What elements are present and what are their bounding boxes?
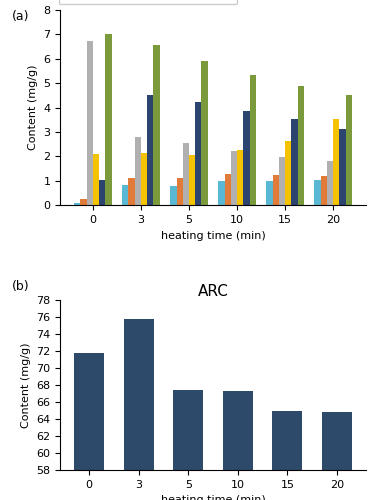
Bar xyxy=(273,176,279,206)
Bar xyxy=(327,161,333,206)
Bar xyxy=(141,153,147,206)
Bar xyxy=(223,391,253,500)
Bar xyxy=(201,62,208,206)
Bar xyxy=(170,186,176,206)
Bar xyxy=(297,86,304,206)
X-axis label: heating time (min): heating time (min) xyxy=(161,496,265,500)
Bar xyxy=(176,178,183,206)
Bar xyxy=(74,353,104,500)
Bar xyxy=(279,157,285,206)
Bar xyxy=(225,174,231,206)
Text: (a): (a) xyxy=(11,10,29,23)
Title: ARC: ARC xyxy=(198,284,228,299)
Text: (b): (b) xyxy=(11,280,29,293)
Bar xyxy=(124,319,153,500)
Bar xyxy=(218,182,225,206)
Bar xyxy=(122,185,129,206)
Bar xyxy=(74,203,80,205)
Bar xyxy=(314,180,320,206)
Bar xyxy=(80,199,87,205)
Bar xyxy=(93,154,99,206)
Bar xyxy=(147,95,153,206)
Bar xyxy=(243,112,250,206)
Legend: 4-CQA, 3,4-diCQA, 3,5-diCQA, ARG, 4,5-diCQA, 3-CQA: 4-CQA, 3,4-diCQA, 3,5-diCQA, ARG, 4,5-di… xyxy=(58,0,238,4)
Bar xyxy=(173,390,203,500)
Bar xyxy=(285,140,291,205)
Y-axis label: Content (mg/g): Content (mg/g) xyxy=(28,65,38,150)
Bar xyxy=(153,46,160,205)
Bar xyxy=(106,34,112,205)
Bar xyxy=(250,74,256,206)
Bar xyxy=(129,178,135,206)
Bar xyxy=(322,412,352,500)
Bar xyxy=(189,154,195,206)
Bar xyxy=(273,410,302,500)
Bar xyxy=(87,40,93,205)
Bar xyxy=(266,181,273,206)
Bar xyxy=(231,151,237,206)
Y-axis label: Content (mg/g): Content (mg/g) xyxy=(21,342,31,428)
Bar xyxy=(346,96,352,206)
Bar xyxy=(183,143,189,206)
Bar xyxy=(333,120,339,206)
Bar xyxy=(237,150,243,206)
X-axis label: heating time (min): heating time (min) xyxy=(161,230,265,240)
Bar xyxy=(99,180,106,206)
Bar xyxy=(339,129,346,206)
Bar xyxy=(135,138,141,205)
Bar xyxy=(320,176,327,206)
Bar xyxy=(291,120,297,206)
Bar xyxy=(195,102,201,206)
